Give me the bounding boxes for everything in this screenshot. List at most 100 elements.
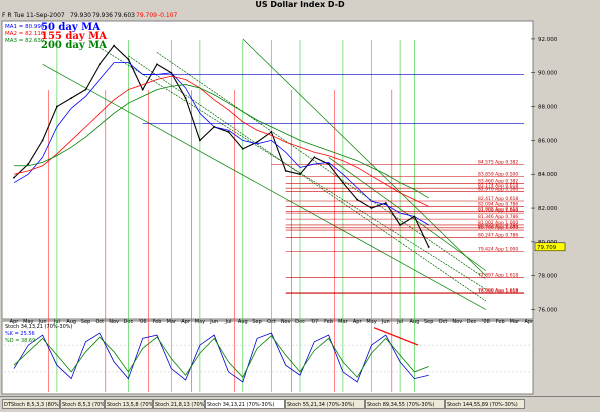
price-point [184,97,187,100]
price-point [313,156,316,159]
price-line [13,44,430,248]
tab-stoch-89[interactable]: Stoch 89,34,55 (70%-30%) [365,399,445,409]
stoch-k-line [13,332,429,383]
tab-stoch-21[interactable]: Stoch 21,8,13 (70%-30%) [153,399,205,409]
stoch-d-value: %D = 38.69 [5,338,35,344]
status-open: 79.930 [70,12,91,19]
price-point [342,181,344,184]
time-tick-label: Aug [66,319,76,325]
price-point [127,58,130,61]
stoch-d-line [13,335,429,378]
price-point [284,169,287,172]
time-tick-label: May [23,319,33,325]
price-point [13,176,15,179]
fib-level-label: 81.346 App 0.786 [478,214,518,220]
price-point [84,88,87,91]
time-tick-label: Apr [181,319,191,325]
price-tick-label: 82.000 [538,206,558,212]
status-high: 79.936 [92,12,113,19]
ma1-value: MA1 = 80.990 [5,24,45,30]
time-tick-label: Sep [81,319,90,325]
trend-channel-line [42,63,487,310]
time-tick-label: Mar [510,319,520,325]
time-tick-label: Jun [381,319,390,325]
time-tick-label: Feb [324,319,333,325]
status-low: 79.603 [114,12,135,19]
tab-stoch-8[interactable]: Stoch 8,5,3 (70%-30%) [60,399,105,409]
price-point [413,215,416,218]
fib-level-label: 82.970 App 0.500 [478,187,518,193]
fib-level-label: 77.897 App 1.618 [478,272,518,278]
time-tick-label: Feb [496,319,505,325]
status-date: Tue 11-Sep-2007 [14,12,65,19]
fib-level-label: 82.417 App 0.618 [478,196,518,202]
toolbar-icons[interactable]: F R [2,12,12,19]
fib-level-label: 80.247 App 0.786 [478,233,518,239]
price-tick-label: 88.000 [538,105,558,111]
fib-level-label: 84.575 App 0.382 [478,160,518,166]
price-point [384,202,387,204]
fib-level-label: 81.700 App 1.000 [478,208,518,214]
time-tick-label: Nov [281,319,291,325]
time-tick-label: Nov [109,319,119,325]
price-tick-label: 92.000 [538,37,558,43]
price-tick-label: 86.000 [538,138,558,144]
stoch-k-value: %K = 25.56 [5,331,35,337]
price-point [170,71,173,74]
time-tick-label: Oct [439,319,448,325]
time-tick-label: '08 [482,319,490,325]
time-tick-label: Jun [209,319,218,325]
ma3-legend-label: 200 day MA [41,40,107,51]
price-tick-label: 84.000 [538,172,558,178]
status-change: -0.107 [158,12,178,19]
fib-level-label: 76.960 App 1.618 [478,288,518,294]
indicator-tab-bar: DTStoch 8,5,3,3 (80%-20%) Stoch 8,5,3 (7… [0,396,600,412]
fib-level-label: 77.000 App 1.618 [478,288,518,294]
price-panel-background [1,20,534,320]
tab-dtstoch[interactable]: DTStoch 8,5,3,3 (80%-20%) [2,399,60,409]
time-tick-label: Mar [338,319,348,325]
tab-stoch-13[interactable]: Stoch 13,5,8 (70%-30%) [105,399,153,409]
fib-level-label: 81.002 App 1.000 [478,220,518,226]
price-point [27,163,30,165]
fib-level-label: 83.859 App 0.500 [478,172,518,178]
price-point [427,246,430,248]
price-point [199,139,201,142]
fib-level-label: 82.094 App 0.786 [478,201,518,207]
trend-channel-line [242,38,487,276]
price-tick-label: 76.000 [538,308,558,314]
price-point [70,97,73,100]
ma2-legend-label: 155 day MA [41,31,107,42]
price-tick-label: 90.000 [538,71,558,77]
price-tick-label: 78.000 [538,274,558,280]
price-point [113,44,115,47]
time-tick-label: Mar [167,319,177,325]
price-point [141,88,144,91]
time-tick-label: Dec [467,319,477,325]
fib-level-label: 83.460 App 0.382 [478,178,518,184]
last-price-label: 79.709 [537,245,557,251]
time-tick-label: Jul [224,319,231,325]
price-point [56,105,58,108]
time-tick-label: Oct [95,319,104,325]
time-tick-label: '06 [139,319,147,325]
price-point [370,207,373,209]
price-chart[interactable]: 92.00090.00088.00086.00084.00082.00080.0… [0,0,600,396]
fib-level-label: 79.424 App 1.000 [478,247,518,253]
time-tick-label: Jul [396,319,403,325]
trend-channel-line [156,52,487,280]
price-point [327,163,330,165]
stoch-divergence-line [373,327,419,346]
price-point [213,125,216,128]
tab-stoch-55[interactable]: Stoch 55,21,34 (70%-30%) [285,399,365,409]
tab-stoch-34[interactable]: Stoch 34,13,21 (70%-30%) [205,399,285,409]
ohlc-status-bar: F R Tue 11-Sep-2007 79.930 79.936 79.603… [0,11,600,21]
trend-channel-line [128,55,487,302]
price-point [356,198,359,201]
tab-stoch-144[interactable]: Stoch 144,55,89 (70%-30%) [445,399,525,409]
ma-155-line [13,75,429,207]
ma2-value: MA2 = 82.116 [5,31,45,37]
fib-level-label: 80.833 App 0.786 [478,223,518,229]
time-tick-label: Sep [424,319,433,325]
